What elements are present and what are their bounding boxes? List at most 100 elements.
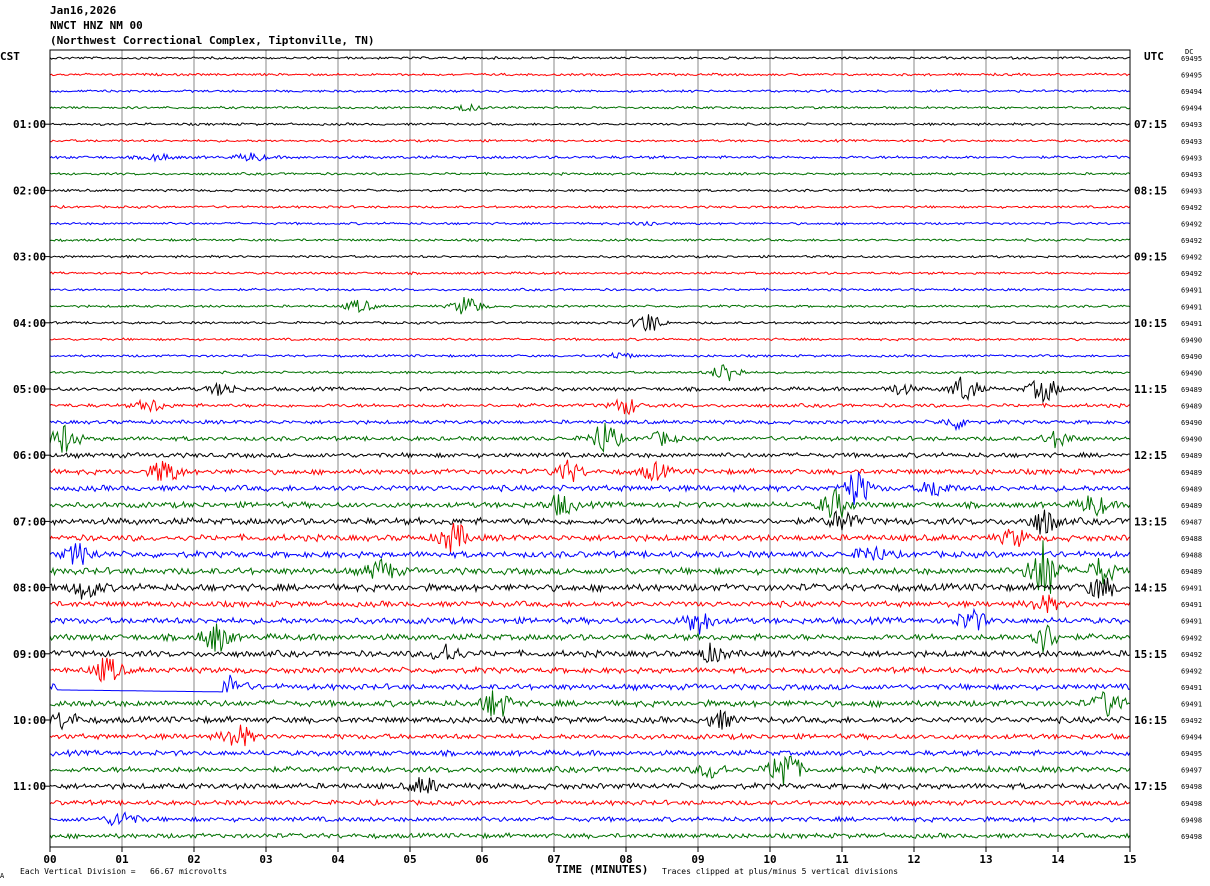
left-time-label: 09:00 <box>13 648 46 661</box>
trace-row <box>49 540 1131 594</box>
dc-offset-label: 69489 <box>1181 502 1202 510</box>
trace-row <box>49 188 1131 193</box>
trace-row <box>49 724 1131 747</box>
trace-row <box>49 459 1131 482</box>
trace-row <box>49 471 1131 505</box>
dc-offset-label: 69491 <box>1181 585 1202 593</box>
trace-row <box>49 451 1131 460</box>
dc-offset-label: 69489 <box>1181 469 1202 477</box>
trace-row <box>49 376 1131 404</box>
x-tick-label: 12 <box>907 853 920 866</box>
trace-row <box>49 642 1131 664</box>
dc-offset-label: 69492 <box>1181 667 1202 675</box>
right-timezone-label: UTC <box>1144 50 1164 63</box>
trace-row <box>49 287 1131 292</box>
trace-row <box>49 674 1131 693</box>
x-tick-label: 01 <box>115 853 129 866</box>
left-time-label: 03:00 <box>13 251 46 264</box>
dc-offset-label: 69495 <box>1181 750 1202 758</box>
dc-offset-label: 69492 <box>1181 204 1202 212</box>
dc-offset-label: 69493 <box>1181 187 1202 195</box>
x-tick-label: 00 <box>43 853 56 866</box>
trace-row <box>49 337 1131 342</box>
dc-offset-label: 69491 <box>1181 287 1202 295</box>
trace-row <box>49 314 1131 332</box>
right-time-label: 16:15 <box>1134 714 1167 727</box>
trace-row <box>49 398 1131 416</box>
dc-offset-label: 69490 <box>1181 369 1202 377</box>
header-station: NWCT HNZ NM 00 <box>50 19 143 32</box>
right-time-label: 09:15 <box>1134 251 1167 264</box>
x-tick-label: 13 <box>979 853 992 866</box>
left-timezone-label: CST <box>0 50 20 63</box>
x-tick-label: 02 <box>187 853 200 866</box>
corner-mark: A <box>0 872 5 880</box>
trace-row <box>49 522 1131 553</box>
dc-offset-label: 69489 <box>1181 485 1202 493</box>
dc-offset-label: 69495 <box>1181 55 1202 63</box>
dc-offset-label: 69493 <box>1181 121 1202 129</box>
dc-offset-label: 69488 <box>1181 535 1202 543</box>
left-time-label: 06:00 <box>13 449 46 462</box>
dc-offset-label: 69498 <box>1181 783 1202 791</box>
x-tick-label: 11 <box>835 853 849 866</box>
left-time-label: 08:00 <box>13 582 46 595</box>
dc-offset-label: 69498 <box>1181 833 1202 841</box>
left-time-label: 07:00 <box>13 515 46 528</box>
trace-row <box>49 777 1131 794</box>
trace-row <box>49 171 1131 176</box>
trace-row <box>49 89 1131 94</box>
trace-row <box>49 755 1131 786</box>
dc-offset-label: 69489 <box>1181 386 1202 394</box>
right-time-label: 17:15 <box>1134 780 1167 793</box>
dc-offset-label: 69490 <box>1181 336 1202 344</box>
header-date: Jan16,2026 <box>50 4 117 17</box>
trace-row <box>49 690 1131 718</box>
left-time-label: 04:00 <box>13 317 46 330</box>
dc-offset-label: 69498 <box>1181 816 1202 824</box>
dc-offset-label: 69491 <box>1181 303 1202 311</box>
trace-row <box>49 122 1131 127</box>
trace-row <box>49 577 1131 600</box>
trace-row <box>49 543 1131 565</box>
trace-row <box>49 254 1131 259</box>
dc-offset-label: 69490 <box>1181 419 1202 427</box>
trace-row <box>49 709 1131 731</box>
x-tick-label: 04 <box>331 853 345 866</box>
trace-row <box>49 607 1131 635</box>
dc-offset-label: 69488 <box>1181 552 1202 560</box>
dc-offset-label: 69491 <box>1181 701 1202 709</box>
left-time-label: 05:00 <box>13 383 46 396</box>
x-tick-label: 08 <box>619 853 632 866</box>
right-time-label: 12:15 <box>1134 449 1167 462</box>
dc-offset-label: 69492 <box>1181 717 1202 725</box>
x-tick-label: 15 <box>1123 853 1136 866</box>
trace-row <box>49 623 1131 653</box>
x-tick-label: 06 <box>475 853 489 866</box>
dc-offset-label: 69491 <box>1181 320 1202 328</box>
dc-offset-label: 69497 <box>1181 767 1202 775</box>
trace-row <box>49 220 1131 227</box>
x-tick-label: 03 <box>259 853 272 866</box>
trace-row <box>49 55 1131 61</box>
dc-offset-label: 69492 <box>1181 237 1202 245</box>
dc-header: DC <box>1185 48 1194 56</box>
trace-row <box>49 237 1131 243</box>
trace-row <box>49 657 1131 683</box>
scale-note: Each Vertical Division = 66.67 microvolt… <box>20 867 228 876</box>
x-tick-label: 05 <box>403 853 416 866</box>
left-time-label: 01:00 <box>13 118 46 131</box>
trace-row <box>49 271 1131 276</box>
x-tick-label: 09 <box>691 853 704 866</box>
trace-row <box>49 832 1131 840</box>
dc-offset-label: 69489 <box>1181 403 1202 411</box>
dc-offset-label: 69492 <box>1181 270 1202 278</box>
x-tick-label: 14 <box>1051 853 1065 866</box>
right-time-label: 08:15 <box>1134 184 1167 197</box>
right-time-label: 07:15 <box>1134 118 1167 131</box>
dc-offset-label: 69490 <box>1181 436 1202 444</box>
trace-row <box>49 489 1131 518</box>
trace-row <box>49 138 1131 143</box>
dc-offset-label: 69493 <box>1181 154 1202 162</box>
